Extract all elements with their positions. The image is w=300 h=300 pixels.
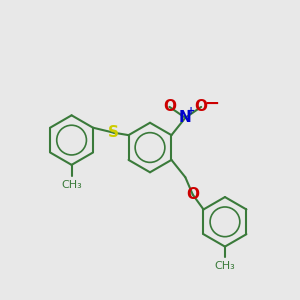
Text: +: + [187,106,195,116]
Text: O: O [186,187,199,202]
Text: CH₃: CH₃ [214,262,235,272]
Text: S: S [108,125,119,140]
Text: CH₃: CH₃ [61,180,82,190]
Text: −: − [205,95,220,113]
Text: O: O [195,99,208,114]
Text: N: N [179,110,192,125]
Text: O: O [163,99,176,114]
